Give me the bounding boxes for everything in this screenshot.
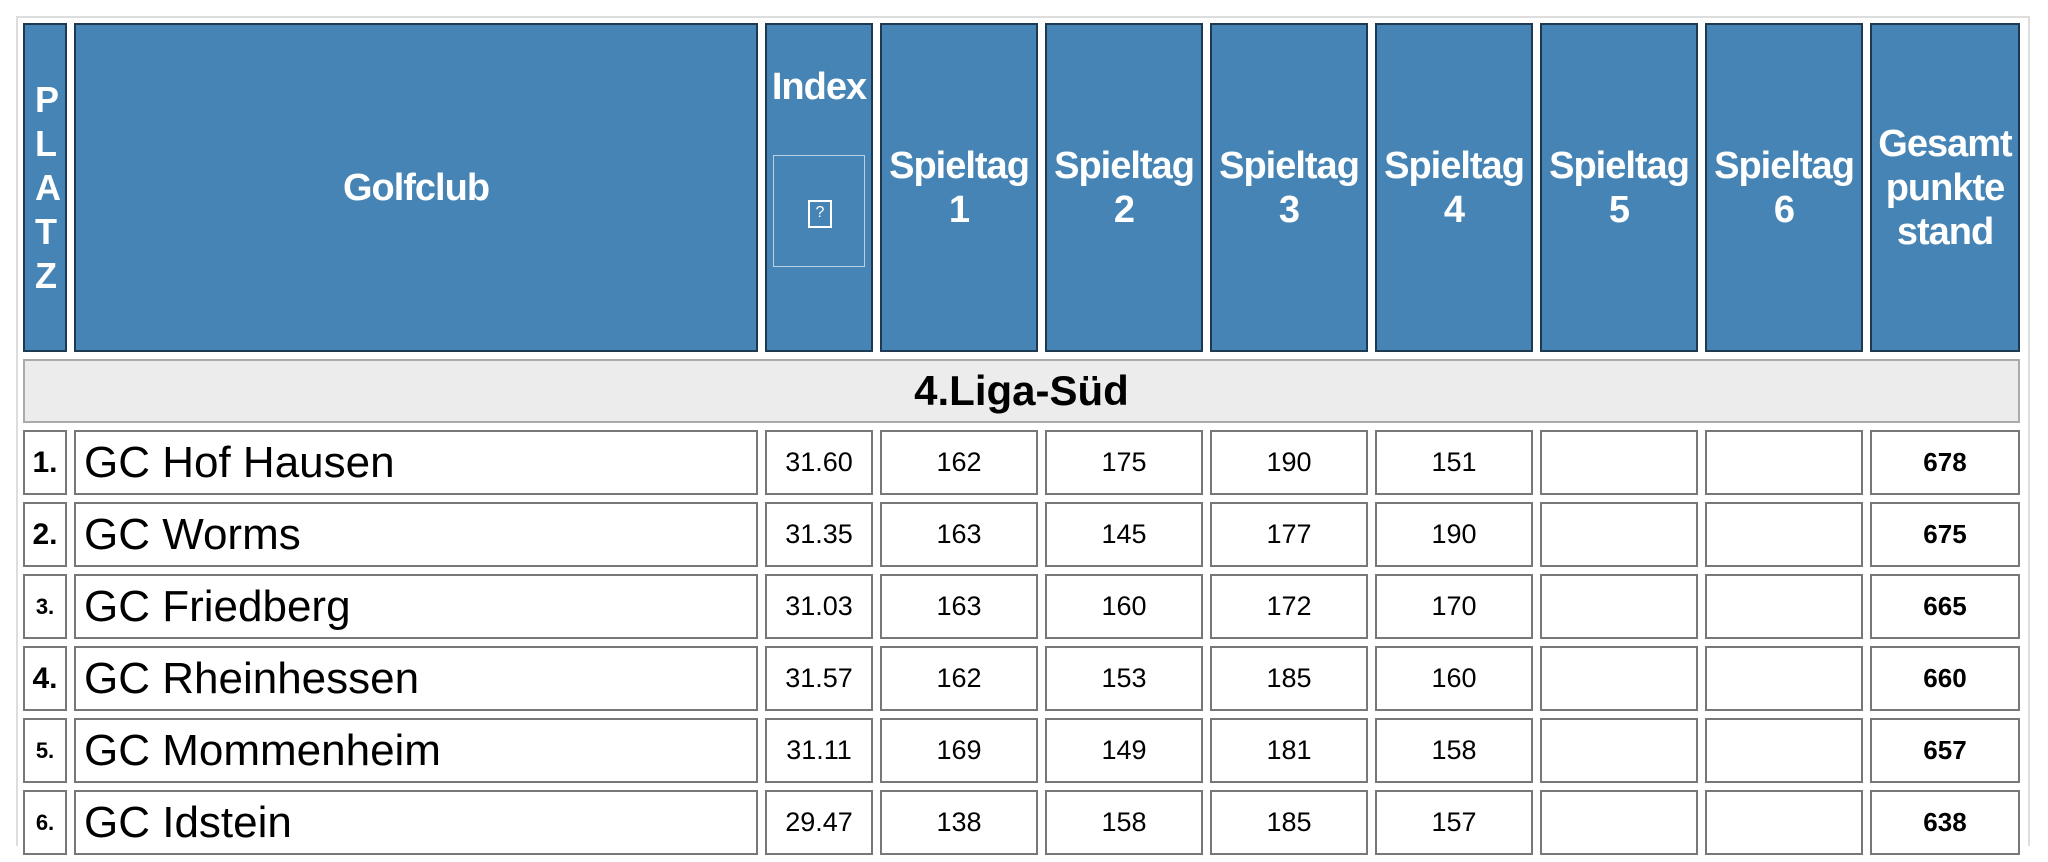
score-cell: 181 <box>1210 718 1368 783</box>
score-cell: 170 <box>1375 574 1533 639</box>
score-cell: 153 <box>1045 646 1203 711</box>
header-row: PLATZ Golfclub Index? Spieltag 1 Spieltag… <box>23 23 2020 352</box>
total-cell: 657 <box>1870 718 2020 783</box>
score-cell: 190 <box>1375 502 1533 567</box>
header-cell: Spieltag 1 <box>880 23 1038 352</box>
score-cell: 138 <box>880 790 1038 855</box>
empty-cell <box>1705 430 1863 495</box>
score-cell: 157 <box>1375 790 1533 855</box>
score-cell: 151 <box>1375 430 1533 495</box>
score-cell: 160 <box>1375 646 1533 711</box>
score-cell: 185 <box>1210 646 1368 711</box>
header-text: PLATZ <box>34 78 61 296</box>
club-cell: GC Rheinhessen <box>74 646 758 711</box>
rank-cell: 2. <box>23 502 67 567</box>
table-frame: PLATZ Golfclub Index? Spieltag 1 Spieltag… <box>16 16 2030 855</box>
score-cell: 172 <box>1210 574 1368 639</box>
team-row: 5. GC Mommenheim 31.11 169 149 181 158 657 <box>23 718 2020 783</box>
score-cell: 169 <box>880 718 1038 783</box>
rank-cell: 1. <box>23 430 67 495</box>
club-cell: GC Idstein <box>74 790 758 855</box>
empty-cell <box>1540 430 1698 495</box>
team-row: 6. GC Idstein 29.47 138 158 185 157 638 <box>23 790 2020 855</box>
header-cell: Golfclub <box>74 23 758 352</box>
header-cell: Gesamt punkte stand <box>1870 23 2020 352</box>
score-cell: 162 <box>880 646 1038 711</box>
rank-cell: 3. <box>23 574 67 639</box>
empty-cell <box>1540 646 1698 711</box>
table-header: PLATZ Golfclub Index? Spieltag 1 Spieltag… <box>23 23 2020 352</box>
total-cell: 660 <box>1870 646 2020 711</box>
score-cell: 185 <box>1210 790 1368 855</box>
icon-text: ? <box>808 200 832 228</box>
total-cell: 678 <box>1870 430 2020 495</box>
section-title: 4.Liga-Süd <box>23 359 2020 423</box>
page: PLATZ Golfclub Index? Spieltag 1 Spieltag… <box>16 16 2030 855</box>
index-cell: 31.35 <box>765 502 873 567</box>
team-row: 2. GC Worms 31.35 163 145 177 190 675 <box>23 502 2020 567</box>
header-cell: Spieltag 2 <box>1045 23 1203 352</box>
help-icon[interactable]: ? <box>773 155 865 267</box>
index-cell: 29.47 <box>765 790 873 855</box>
club-cell: GC Worms <box>74 502 758 567</box>
total-cell: 638 <box>1870 790 2020 855</box>
header-cell: Spieltag 3 <box>1210 23 1368 352</box>
score-cell: 145 <box>1045 502 1203 567</box>
header-cell: PLATZ <box>23 23 67 352</box>
club-cell: GC Hof Hausen <box>74 430 758 495</box>
index-cell: 31.03 <box>765 574 873 639</box>
header-cell: Spieltag 6 <box>1705 23 1863 352</box>
team-row: 4. GC Rheinhessen 31.57 162 153 185 160 660 <box>23 646 2020 711</box>
index-cell: 31.11 <box>765 718 873 783</box>
club-cell: GC Mommenheim <box>74 718 758 783</box>
empty-cell <box>1540 502 1698 567</box>
index-cell: 31.57 <box>765 646 873 711</box>
empty-cell <box>1540 574 1698 639</box>
header-cell: Spieltag 4 <box>1375 23 1533 352</box>
empty-cell <box>1705 790 1863 855</box>
table-body: 4.Liga-Süd 1. GC Hof Hausen 31.60 162 175 190… <box>23 359 2020 855</box>
section-row: 4.Liga-Süd <box>23 359 2020 423</box>
total-cell: 665 <box>1870 574 2020 639</box>
rank-cell: 6. <box>23 790 67 855</box>
total-cell: 675 <box>1870 502 2020 567</box>
header-cell: Index? <box>765 23 873 352</box>
empty-cell <box>1540 718 1698 783</box>
empty-cell <box>1705 646 1863 711</box>
score-cell: 190 <box>1210 430 1368 495</box>
team-row: 1. GC Hof Hausen 31.60 162 175 190 151 678 <box>23 430 2020 495</box>
empty-cell <box>1705 718 1863 783</box>
score-cell: 177 <box>1210 502 1368 567</box>
score-cell: 158 <box>1045 790 1203 855</box>
index-cell: 31.60 <box>765 430 873 495</box>
empty-cell <box>1705 574 1863 639</box>
empty-cell <box>1540 790 1698 855</box>
rank-cell: 5. <box>23 718 67 783</box>
header-cell: Spieltag 5 <box>1540 23 1698 352</box>
rank-cell: 4. <box>23 646 67 711</box>
header-text: Index <box>771 66 867 108</box>
score-cell: 163 <box>880 502 1038 567</box>
empty-cell <box>1705 502 1863 567</box>
score-cell: 162 <box>880 430 1038 495</box>
score-cell: 149 <box>1045 718 1203 783</box>
score-cell: 158 <box>1375 718 1533 783</box>
standings-table: PLATZ Golfclub Index? Spieltag 1 Spieltag… <box>16 16 2027 862</box>
club-cell: GC Friedberg <box>74 574 758 639</box>
score-cell: 163 <box>880 574 1038 639</box>
score-cell: 160 <box>1045 574 1203 639</box>
team-row: 3. GC Friedberg 31.03 163 160 172 170 665 <box>23 574 2020 639</box>
score-cell: 175 <box>1045 430 1203 495</box>
